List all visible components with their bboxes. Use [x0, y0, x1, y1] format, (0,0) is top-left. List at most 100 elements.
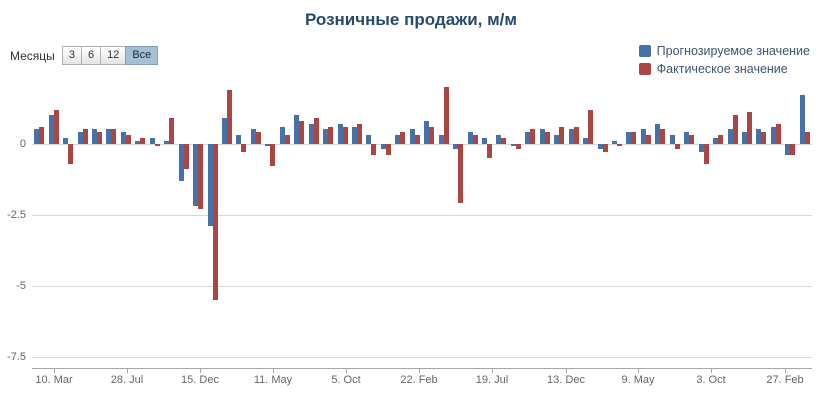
- bar-forecast[interactable]: [439, 135, 444, 144]
- bar-actual[interactable]: [184, 143, 189, 170]
- bar-forecast[interactable]: [78, 132, 83, 144]
- bar-forecast[interactable]: [756, 129, 761, 144]
- range-button-Все[interactable]: Все: [125, 46, 159, 65]
- bar-forecast[interactable]: [92, 129, 97, 144]
- bar-actual[interactable]: [761, 132, 766, 144]
- bar-actual[interactable]: [126, 135, 131, 144]
- bar-actual[interactable]: [386, 143, 391, 155]
- bar-forecast[interactable]: [482, 137, 487, 144]
- bar-actual[interactable]: [530, 129, 535, 144]
- bar-actual[interactable]: [429, 126, 434, 144]
- bar-actual[interactable]: [357, 123, 362, 144]
- bar-forecast[interactable]: [280, 126, 285, 144]
- bar-forecast[interactable]: [453, 143, 458, 150]
- bar-forecast[interactable]: [583, 137, 588, 144]
- legend-item-forecast[interactable]: Прогнозируемое значение: [638, 44, 810, 58]
- bar-forecast[interactable]: [785, 143, 790, 155]
- bar-forecast[interactable]: [554, 135, 559, 144]
- bar-actual[interactable]: [328, 126, 333, 144]
- bar-actual[interactable]: [343, 126, 348, 144]
- bar-actual[interactable]: [299, 120, 304, 144]
- bar-forecast[interactable]: [468, 132, 473, 144]
- bar-forecast[interactable]: [410, 129, 415, 144]
- range-button-3[interactable]: 3: [61, 46, 82, 65]
- range-button-6[interactable]: 6: [80, 46, 102, 65]
- bar-forecast[interactable]: [121, 132, 126, 144]
- bar-actual[interactable]: [213, 143, 218, 300]
- bar-forecast[interactable]: [265, 143, 270, 147]
- bar-forecast[interactable]: [612, 140, 617, 144]
- bar-actual[interactable]: [415, 135, 420, 144]
- bar-forecast[interactable]: [395, 135, 400, 144]
- bar-actual[interactable]: [704, 143, 709, 164]
- bar-forecast[interactable]: [800, 95, 805, 144]
- bar-actual[interactable]: [559, 126, 564, 144]
- bar-actual[interactable]: [574, 126, 579, 144]
- bar-actual[interactable]: [617, 143, 622, 147]
- bar-actual[interactable]: [631, 132, 636, 144]
- bar-actual[interactable]: [545, 132, 550, 144]
- bar-actual[interactable]: [718, 135, 723, 144]
- bar-forecast[interactable]: [540, 129, 545, 144]
- bar-actual[interactable]: [660, 129, 665, 144]
- bar-actual[interactable]: [169, 118, 174, 144]
- bar-actual[interactable]: [227, 89, 232, 144]
- bar-forecast[interactable]: [222, 118, 227, 144]
- bar-forecast[interactable]: [236, 135, 241, 144]
- bar-forecast[interactable]: [771, 126, 776, 144]
- bar-forecast[interactable]: [309, 123, 314, 144]
- bar-actual[interactable]: [198, 143, 203, 209]
- bar-forecast[interactable]: [49, 115, 54, 144]
- bar-forecast[interactable]: [34, 129, 39, 144]
- bar-actual[interactable]: [516, 143, 521, 150]
- bar-actual[interactable]: [790, 143, 795, 155]
- bar-actual[interactable]: [458, 143, 463, 204]
- bar-actual[interactable]: [646, 135, 651, 144]
- bar-actual[interactable]: [603, 143, 608, 153]
- legend-item-actual[interactable]: Фактическое значение: [638, 62, 810, 76]
- bar-forecast[interactable]: [569, 129, 574, 144]
- bar-forecast[interactable]: [670, 135, 675, 144]
- bar-actual[interactable]: [805, 132, 810, 144]
- bar-actual[interactable]: [689, 135, 694, 144]
- bar-actual[interactable]: [270, 143, 275, 167]
- bar-forecast[interactable]: [179, 143, 184, 181]
- bar-forecast[interactable]: [655, 123, 660, 144]
- bar-forecast[interactable]: [699, 143, 704, 153]
- bar-forecast[interactable]: [106, 129, 111, 144]
- bar-forecast[interactable]: [511, 143, 516, 147]
- bar-forecast[interactable]: [742, 132, 747, 144]
- bar-actual[interactable]: [444, 86, 449, 144]
- bar-actual[interactable]: [39, 126, 44, 144]
- bar-forecast[interactable]: [626, 132, 631, 144]
- bar-forecast[interactable]: [366, 135, 371, 144]
- bar-actual[interactable]: [68, 143, 73, 164]
- bar-actual[interactable]: [473, 135, 478, 144]
- bar-actual[interactable]: [285, 135, 290, 144]
- bar-forecast[interactable]: [713, 137, 718, 144]
- bar-actual[interactable]: [54, 109, 59, 144]
- bar-actual[interactable]: [97, 132, 102, 144]
- bar-forecast[interactable]: [728, 129, 733, 144]
- range-button-12[interactable]: 12: [100, 46, 127, 65]
- bar-actual[interactable]: [487, 143, 492, 158]
- bar-actual[interactable]: [501, 137, 506, 144]
- bar-actual[interactable]: [155, 143, 160, 147]
- bar-forecast[interactable]: [684, 132, 689, 144]
- bar-forecast[interactable]: [424, 120, 429, 144]
- bar-forecast[interactable]: [164, 140, 169, 144]
- bar-forecast[interactable]: [381, 143, 386, 150]
- bar-actual[interactable]: [140, 137, 145, 144]
- bar-actual[interactable]: [256, 132, 261, 144]
- bar-forecast[interactable]: [641, 129, 646, 144]
- bar-actual[interactable]: [111, 129, 116, 144]
- bar-actual[interactable]: [776, 123, 781, 144]
- bar-actual[interactable]: [314, 118, 319, 144]
- bar-forecast[interactable]: [135, 140, 140, 144]
- bar-forecast[interactable]: [525, 132, 530, 144]
- bar-forecast[interactable]: [150, 137, 155, 144]
- bar-actual[interactable]: [747, 112, 752, 144]
- bar-forecast[interactable]: [294, 115, 299, 144]
- bar-actual[interactable]: [400, 132, 405, 144]
- bar-forecast[interactable]: [208, 143, 213, 226]
